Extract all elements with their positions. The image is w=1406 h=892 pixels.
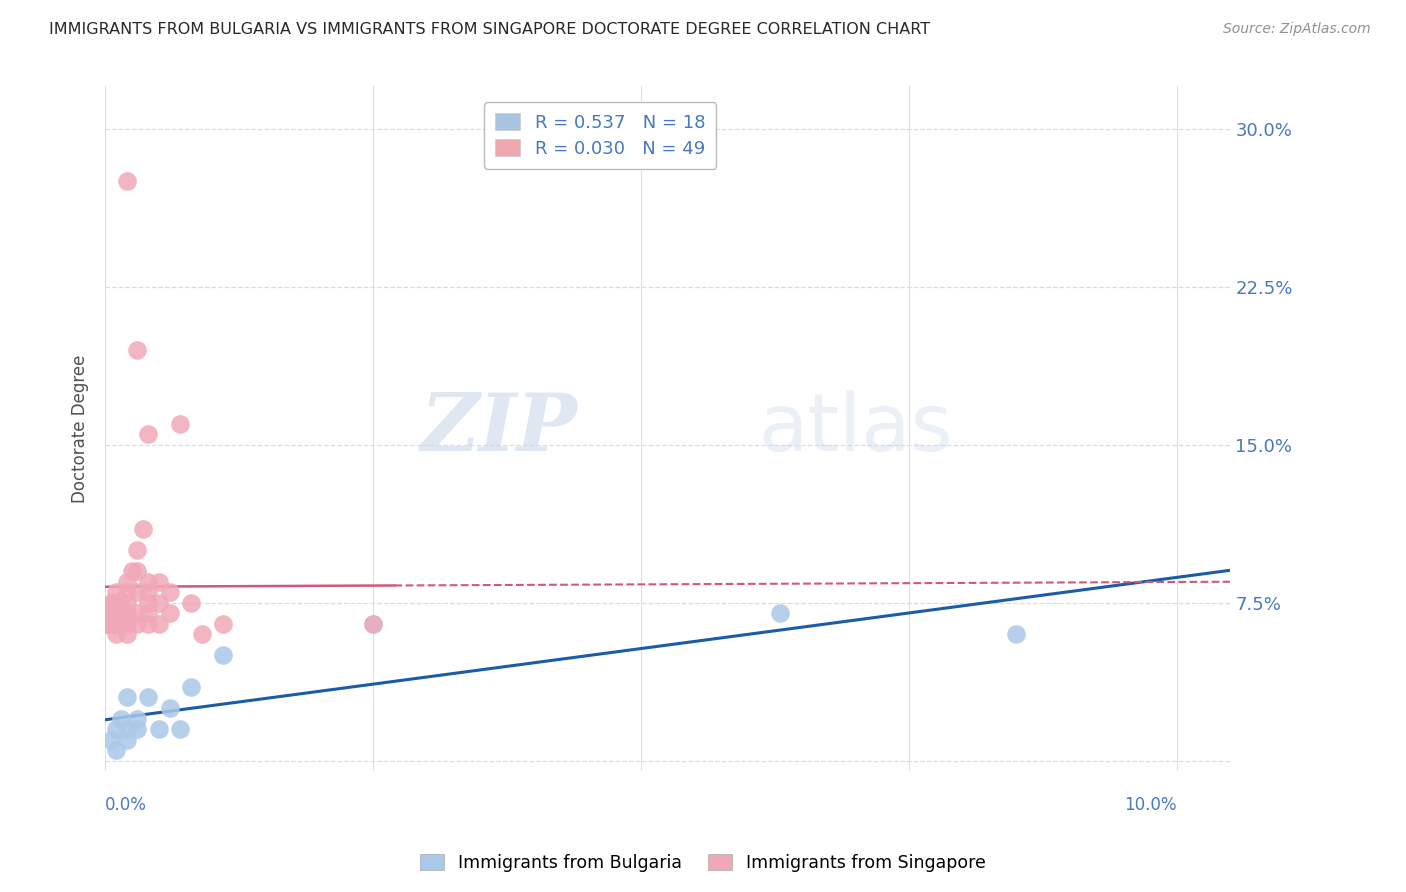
Point bbox=[115, 574, 138, 589]
Point bbox=[148, 616, 170, 631]
Y-axis label: Doctorate Degree: Doctorate Degree bbox=[72, 355, 89, 503]
Point bbox=[361, 616, 384, 631]
Point bbox=[104, 616, 127, 631]
Point bbox=[104, 596, 127, 610]
Point bbox=[136, 616, 159, 631]
Point bbox=[96, 616, 118, 631]
Point bbox=[115, 616, 138, 631]
Text: Source: ZipAtlas.com: Source: ZipAtlas.com bbox=[1223, 22, 1371, 37]
Text: ZIP: ZIP bbox=[420, 390, 578, 467]
Point bbox=[104, 743, 127, 757]
Point bbox=[127, 712, 149, 726]
Point bbox=[115, 585, 138, 599]
Point bbox=[136, 690, 159, 705]
Legend: Immigrants from Bulgaria, Immigrants from Singapore: Immigrants from Bulgaria, Immigrants fro… bbox=[413, 847, 993, 879]
Point bbox=[169, 722, 191, 736]
Point bbox=[136, 427, 159, 442]
Point bbox=[108, 606, 131, 620]
Point bbox=[115, 690, 138, 705]
Point bbox=[148, 722, 170, 736]
Point bbox=[97, 606, 120, 620]
Point bbox=[1005, 627, 1028, 641]
Point bbox=[110, 606, 132, 620]
Point bbox=[107, 616, 129, 631]
Text: atlas: atlas bbox=[758, 390, 952, 467]
Point bbox=[104, 606, 127, 620]
Point bbox=[127, 616, 149, 631]
Point bbox=[190, 627, 212, 641]
Point bbox=[115, 732, 138, 747]
Point bbox=[180, 680, 202, 694]
Point bbox=[169, 417, 191, 431]
Text: 0.0%: 0.0% bbox=[105, 797, 148, 814]
Point bbox=[110, 712, 132, 726]
Point bbox=[110, 616, 132, 631]
Point bbox=[127, 343, 149, 357]
Point bbox=[115, 174, 138, 188]
Point bbox=[104, 722, 127, 736]
Text: 10.0%: 10.0% bbox=[1125, 797, 1177, 814]
Point bbox=[101, 616, 124, 631]
Point bbox=[104, 616, 127, 631]
Point bbox=[136, 596, 159, 610]
Point bbox=[136, 585, 159, 599]
Point bbox=[115, 596, 138, 610]
Point bbox=[212, 648, 235, 663]
Point bbox=[104, 606, 127, 620]
Point bbox=[127, 543, 149, 558]
Point bbox=[110, 596, 132, 610]
Text: IMMIGRANTS FROM BULGARIA VS IMMIGRANTS FROM SINGAPORE DOCTORATE DEGREE CORRELATI: IMMIGRANTS FROM BULGARIA VS IMMIGRANTS F… bbox=[49, 22, 931, 37]
Point bbox=[127, 585, 149, 599]
Point bbox=[104, 585, 127, 599]
Legend: R = 0.537   N = 18, R = 0.030   N = 49: R = 0.537 N = 18, R = 0.030 N = 49 bbox=[484, 103, 716, 169]
Point bbox=[132, 522, 155, 536]
Point bbox=[104, 627, 127, 641]
Point bbox=[100, 732, 122, 747]
Point bbox=[148, 596, 170, 610]
Point bbox=[115, 606, 138, 620]
Point bbox=[136, 574, 159, 589]
Point bbox=[159, 701, 181, 715]
Point bbox=[121, 564, 143, 578]
Point bbox=[127, 606, 149, 620]
Point bbox=[769, 606, 792, 620]
Point bbox=[159, 606, 181, 620]
Point bbox=[115, 722, 138, 736]
Point bbox=[100, 606, 122, 620]
Point bbox=[110, 596, 132, 610]
Point bbox=[136, 606, 159, 620]
Point bbox=[148, 574, 170, 589]
Point bbox=[159, 585, 181, 599]
Point bbox=[127, 564, 149, 578]
Point bbox=[361, 616, 384, 631]
Point bbox=[98, 616, 121, 631]
Point bbox=[180, 596, 202, 610]
Point bbox=[103, 596, 125, 610]
Point bbox=[127, 722, 149, 736]
Point bbox=[100, 596, 122, 610]
Point bbox=[115, 627, 138, 641]
Point bbox=[212, 616, 235, 631]
Point bbox=[100, 616, 122, 631]
